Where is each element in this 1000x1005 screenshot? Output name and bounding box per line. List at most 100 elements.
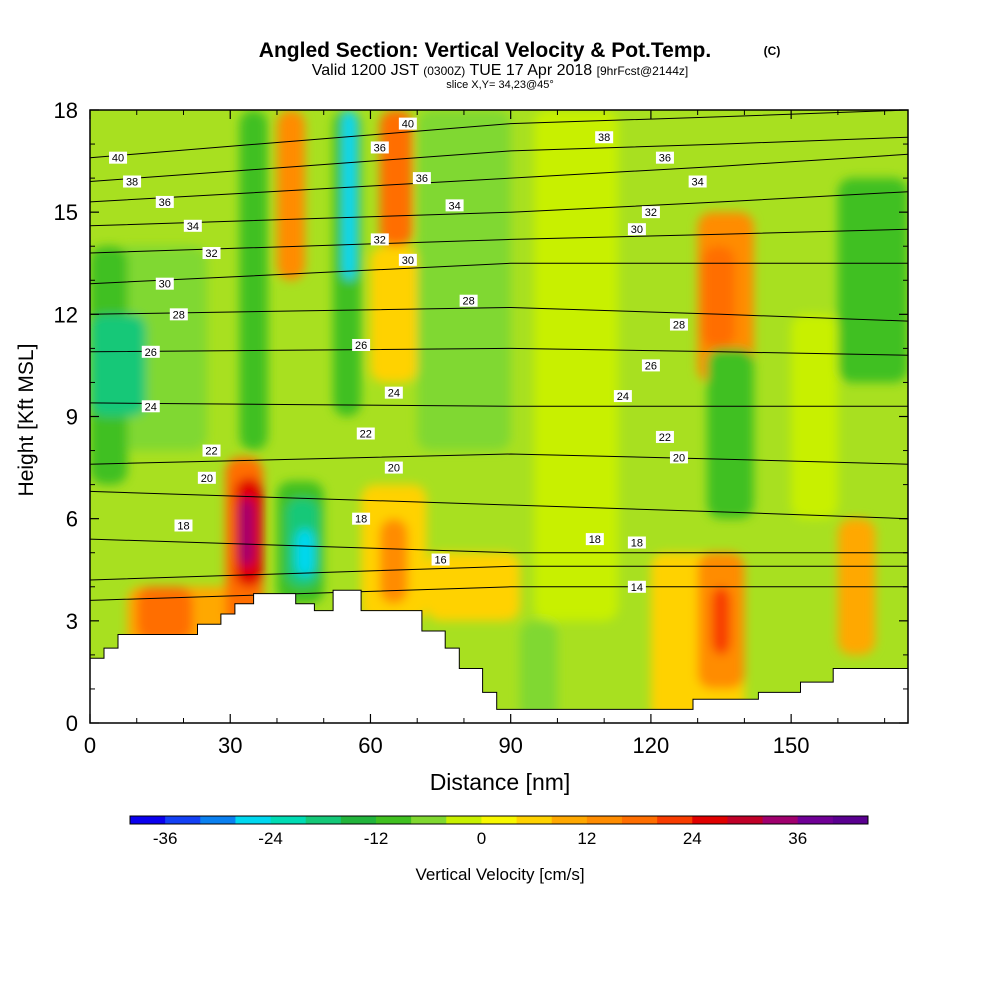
- isentrope-label-box: [641, 206, 660, 219]
- isentrope-label-box: [352, 512, 371, 525]
- isentrope-label-text: 26: [145, 347, 157, 359]
- isentrope-label: 14: [627, 580, 646, 594]
- y-tick-label: 3: [66, 609, 78, 634]
- isentrope-label-box: [141, 400, 160, 413]
- isentrope-line: [90, 453, 908, 465]
- isentrope-label-text: 30: [159, 279, 171, 291]
- isentrope-label: 20: [669, 451, 688, 464]
- colorbar-swatch: [516, 816, 553, 824]
- isentrope-label: 24: [384, 386, 403, 400]
- isentrope-label-box: [459, 294, 478, 307]
- isentrope-label-text: 36: [374, 142, 386, 154]
- velocity-cell: [295, 528, 315, 577]
- x-axis: 0 30 60 90 120 150: [84, 110, 886, 758]
- isentrope-label-text: 22: [360, 429, 372, 441]
- colorbar-label: Vertical Velocity [cm/s]: [415, 865, 584, 884]
- isentrope-label-text: 32: [645, 207, 657, 219]
- y-tick-label: 18: [54, 98, 78, 123]
- isentrope-label: 26: [141, 345, 160, 359]
- isentrope-label: 18: [585, 533, 604, 546]
- isentrope-line: [90, 136, 908, 182]
- isentrope-label: 38: [595, 131, 614, 144]
- isentrope-label: 24: [613, 390, 632, 403]
- velocity-cell: [534, 110, 619, 621]
- colorbar-swatch: [270, 816, 307, 824]
- colorbar-swatch: [305, 816, 342, 824]
- colorbar-swatch: [376, 816, 412, 824]
- isentrope-label-text: 34: [187, 221, 199, 233]
- isentrope-label: 32: [370, 233, 389, 246]
- isentrope-lines: [90, 110, 908, 601]
- colorbar-tick-label: 12: [577, 829, 596, 848]
- isentrope-label: 36: [412, 172, 431, 185]
- terrain-mask: [90, 589, 908, 723]
- isentrope-label-box: [641, 359, 660, 372]
- isentrope-label: 40: [398, 117, 417, 131]
- isentrope-label-box: [585, 533, 604, 546]
- velocity-cell: [417, 110, 511, 451]
- colorbar-swatch: [340, 816, 377, 824]
- isentrope-label-box: [356, 427, 375, 440]
- isentrope-label-text: 32: [205, 248, 217, 260]
- colorbar-swatch: [586, 816, 623, 824]
- x-tick-label: 30: [218, 733, 242, 758]
- isentrope-label-box: [155, 277, 174, 290]
- colorbar-frame: [129, 815, 869, 825]
- isentrope-label: 32: [641, 206, 660, 219]
- isentrope-label-box: [627, 580, 646, 593]
- subtitle-valid: Valid 1200 JST: [312, 62, 420, 79]
- colorbar-swatch: [692, 816, 728, 824]
- isentrope-label-box: [412, 172, 431, 185]
- isentrope-label-box: [202, 247, 221, 260]
- colorbar-swatch: [165, 816, 201, 824]
- isentrope-label-box: [370, 141, 389, 154]
- colorbar-swatch: [797, 816, 834, 824]
- isentrope-label-text: 30: [631, 224, 643, 236]
- velocity-cell: [136, 586, 193, 642]
- chart-title: Angled Section: Vertical Velocity & Pot.…: [259, 39, 711, 62]
- isentrope-label: 36: [155, 195, 174, 209]
- isentrope-label-box: [688, 175, 707, 188]
- colorbar-swatch: [446, 816, 482, 824]
- isentrope-label-text: 24: [617, 391, 629, 403]
- isentrope-label-text: 20: [201, 473, 213, 485]
- isentrope-label-box: [183, 219, 202, 232]
- isentrope-label-text: 26: [645, 360, 657, 372]
- velocity-cell: [342, 110, 357, 281]
- velocity-cell: [707, 348, 754, 519]
- isentrope-line: [90, 110, 908, 159]
- colorbar-swatch: [200, 816, 236, 824]
- velocity-cell: [702, 246, 736, 349]
- isentrope-label-box: [431, 553, 450, 566]
- y-tick-label: 12: [54, 302, 78, 327]
- subtitle-date: TUE 17 Apr 2018: [469, 62, 592, 79]
- colorbar-swatch: [622, 816, 658, 824]
- isentrope-label: 22: [655, 430, 674, 444]
- isentrope-line: [90, 538, 908, 554]
- isentrope-line: [90, 191, 908, 227]
- colorbar-tick-label: 36: [788, 829, 807, 848]
- isentrope-label: 30: [398, 253, 417, 267]
- isentrope-label-text: 22: [659, 432, 671, 444]
- isentrope-label: 26: [641, 359, 660, 372]
- isentrope-label-text: 18: [589, 534, 601, 546]
- isentrope-label-text: 20: [673, 452, 685, 464]
- y-axis-label: Height [Kft MSL]: [15, 344, 38, 497]
- subtitle-forecast: [9hrFcst@2144z]: [597, 64, 689, 78]
- x-axis-label: Distance [nm]: [430, 769, 571, 795]
- isentrope-label: 32: [202, 247, 221, 260]
- isentrope-label-text: 30: [402, 255, 414, 267]
- isentrope-line: [90, 402, 908, 407]
- isentrope-label-text: 16: [434, 555, 446, 567]
- isentrope-label-box: [384, 461, 403, 474]
- isentrope-label: 40: [109, 151, 128, 165]
- isentrope-label-box: [627, 536, 646, 549]
- y-tick-label: 9: [66, 405, 78, 430]
- isentrope-label: 18: [352, 512, 371, 526]
- subtitle-zulu: (0300Z): [423, 64, 465, 78]
- velocity-cell: [90, 314, 147, 417]
- velocity-cell: [239, 498, 254, 567]
- isentrope-label-box: [398, 253, 417, 266]
- isentrope-label-text: 22: [205, 446, 217, 458]
